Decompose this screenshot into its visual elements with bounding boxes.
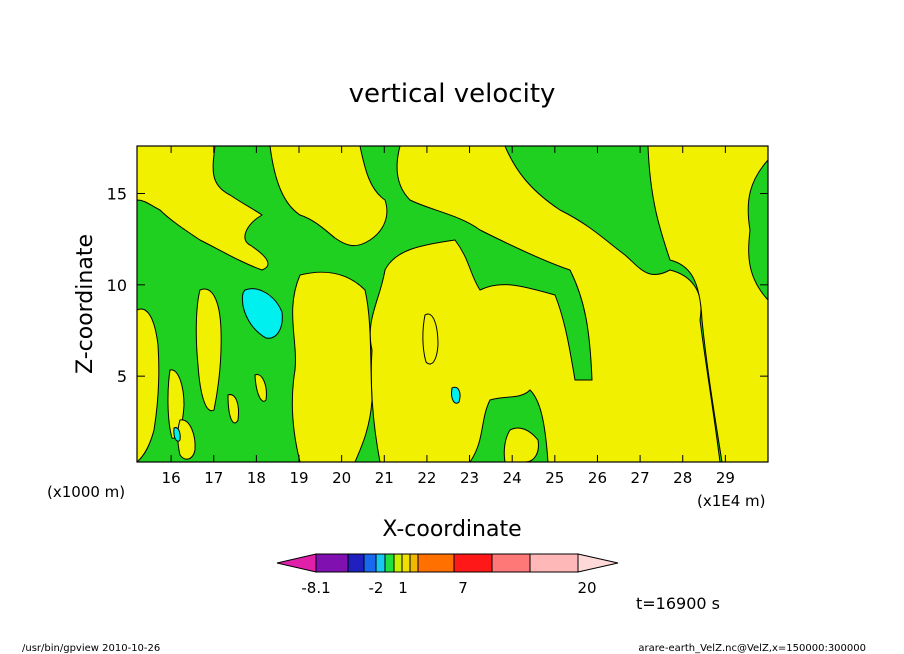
y-axis: 5 10 15 bbox=[107, 184, 768, 386]
x-tick-label: 22 bbox=[417, 469, 436, 487]
contour-region-positive bbox=[503, 427, 539, 462]
x-tick-label: 25 bbox=[545, 469, 564, 487]
contour-region-negative bbox=[173, 427, 181, 442]
colorbar-labels: -8.1 -2 1 7 20 bbox=[301, 579, 596, 597]
y-axis-label: Z-coordinate bbox=[73, 234, 98, 374]
contour-region-positive bbox=[422, 313, 439, 365]
contour-region-positive bbox=[254, 374, 267, 402]
contour-region-positive bbox=[195, 288, 222, 412]
x-tick-label: 21 bbox=[375, 469, 394, 487]
colorbar-segment bbox=[363, 553, 377, 573]
x-tick-label: 24 bbox=[503, 469, 522, 487]
time-label: t=16900 s bbox=[636, 594, 720, 613]
colorbar-segment bbox=[315, 553, 349, 573]
plot-frame bbox=[136, 145, 769, 463]
contour-region-negative bbox=[241, 288, 283, 339]
x-tick-label: 18 bbox=[247, 469, 266, 487]
x-scale-label: (x1E4 m) bbox=[697, 492, 766, 510]
colorbar-label: -2 bbox=[369, 579, 384, 597]
x-tick-label: 27 bbox=[631, 469, 650, 487]
colorbar-label: -8.1 bbox=[301, 579, 330, 597]
colorbar-segment bbox=[453, 553, 493, 573]
colorbar-segment bbox=[276, 553, 317, 573]
y-tick-label: 15 bbox=[107, 184, 127, 203]
x-axis: 16 17 18 19 20 21 22 23 24 25 26 27 28 29 bbox=[162, 146, 735, 487]
colorbar-segment bbox=[375, 553, 386, 573]
contour-region-positive bbox=[369, 146, 721, 462]
x-axis-label: X-coordinate bbox=[382, 517, 521, 542]
colorbar-segment bbox=[393, 553, 403, 573]
colorbar-segment bbox=[491, 553, 531, 573]
contour-region-negative bbox=[451, 386, 461, 404]
footer-left: /usr/bin/gpview 2010-10-26 bbox=[22, 643, 160, 654]
x-tick-label: 23 bbox=[460, 469, 479, 487]
y-tick-label: 10 bbox=[107, 276, 127, 295]
y-tick-label: 5 bbox=[117, 367, 127, 386]
contour-region-positive bbox=[269, 146, 388, 247]
x-tick-label: 29 bbox=[716, 469, 735, 487]
colorbar-segment bbox=[347, 553, 365, 573]
colorbar-segment bbox=[417, 553, 455, 573]
colorbar bbox=[276, 553, 619, 573]
colorbar-segment bbox=[577, 553, 619, 573]
contour-region-positive bbox=[291, 271, 373, 462]
contour-region-positive bbox=[137, 308, 160, 462]
x-tick-label: 20 bbox=[332, 469, 351, 487]
x-tick-label: 28 bbox=[673, 469, 692, 487]
colorbar-segment bbox=[401, 553, 411, 573]
contour-region-positive bbox=[137, 146, 269, 271]
x-tick-label: 17 bbox=[204, 469, 223, 487]
colorbar-label: 20 bbox=[577, 579, 596, 597]
contour-field bbox=[137, 146, 768, 462]
colorbar-segment bbox=[409, 553, 419, 573]
contour-region-positive bbox=[227, 394, 239, 424]
contour-region-positive bbox=[647, 146, 768, 462]
x-tick-label: 16 bbox=[162, 469, 181, 487]
x-tick-label: 26 bbox=[588, 469, 607, 487]
chart-title: vertical velocity bbox=[349, 79, 556, 109]
x-unit-label: (x1000 m) bbox=[47, 483, 125, 501]
colorbar-segment bbox=[529, 553, 579, 573]
x-tick-label: 19 bbox=[289, 469, 308, 487]
colorbar-segment bbox=[384, 553, 395, 573]
colorbar-label: 1 bbox=[398, 579, 408, 597]
colorbar-label: 7 bbox=[458, 579, 468, 597]
footer-right: arare-earth_VelZ.nc@VelZ,x=150000:300000 bbox=[638, 643, 866, 654]
